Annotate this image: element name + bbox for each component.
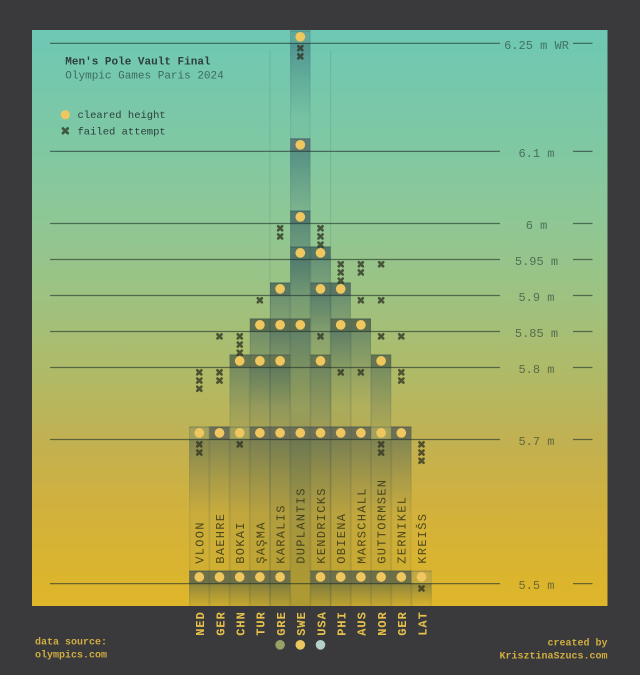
- svg-text:KENDRICKS: KENDRICKS: [315, 487, 329, 564]
- svg-text:KARALIS: KARALIS: [275, 504, 289, 564]
- svg-text:data source:: data source:: [35, 637, 107, 649]
- svg-text:MARSCHALL: MARSCHALL: [355, 487, 369, 564]
- svg-text:USA: USA: [315, 611, 329, 636]
- svg-text:5.85 m: 5.85 m: [515, 327, 558, 341]
- svg-text:5.95 m: 5.95 m: [515, 255, 558, 269]
- svg-text:cleared height: cleared height: [78, 110, 166, 122]
- svg-text:failed attempt: failed attempt: [78, 127, 166, 139]
- svg-text:5.5 m: 5.5 m: [518, 579, 554, 593]
- svg-text:GUTTORMSEN: GUTTORMSEN: [376, 479, 390, 564]
- svg-text:KREIŠS: KREIŠS: [415, 513, 430, 564]
- svg-text:created by: created by: [547, 638, 607, 650]
- svg-text:OBIENA: OBIENA: [335, 513, 349, 564]
- svg-text:DUPLANTIS: DUPLANTIS: [295, 487, 309, 564]
- svg-text:GER: GER: [214, 611, 228, 636]
- svg-text:5.9 m: 5.9 m: [518, 291, 554, 305]
- svg-text:GER: GER: [396, 611, 410, 636]
- svg-text:BOKAI: BOKAI: [234, 521, 248, 564]
- svg-text:CHN: CHN: [235, 611, 249, 636]
- svg-text:PHI: PHI: [336, 611, 350, 636]
- svg-text:GRE: GRE: [275, 611, 289, 636]
- svg-text:olympics.com: olympics.com: [35, 650, 107, 662]
- svg-text:6.1 m: 6.1 m: [518, 147, 554, 161]
- svg-text:LAT: LAT: [416, 611, 430, 636]
- svg-text:5.8 m: 5.8 m: [518, 363, 554, 377]
- svg-text:ŞAŞMA: ŞAŞMA: [254, 521, 268, 564]
- svg-text:AUS: AUS: [356, 611, 370, 636]
- svg-text:6 m: 6 m: [526, 219, 548, 233]
- svg-text:SWE: SWE: [295, 611, 309, 636]
- svg-text:ZERNIKEL: ZERNIKEL: [396, 496, 410, 564]
- svg-text:KrisztinaSzucs.com: KrisztinaSzucs.com: [499, 651, 607, 663]
- svg-text:6.25 m WR: 6.25 m WR: [504, 39, 569, 53]
- svg-text:NED: NED: [194, 611, 208, 636]
- svg-text:BAEHRE: BAEHRE: [214, 513, 228, 564]
- svg-text:TUR: TUR: [255, 611, 269, 636]
- svg-text:NOR: NOR: [376, 611, 390, 636]
- svg-text:Olympic Games Paris 2024: Olympic Games Paris 2024: [65, 71, 224, 83]
- svg-text:5.7 m: 5.7 m: [518, 435, 554, 449]
- svg-text:Men's Pole Vault Final: Men's Pole Vault Final: [65, 57, 211, 69]
- svg-text:VLOON: VLOON: [194, 521, 208, 564]
